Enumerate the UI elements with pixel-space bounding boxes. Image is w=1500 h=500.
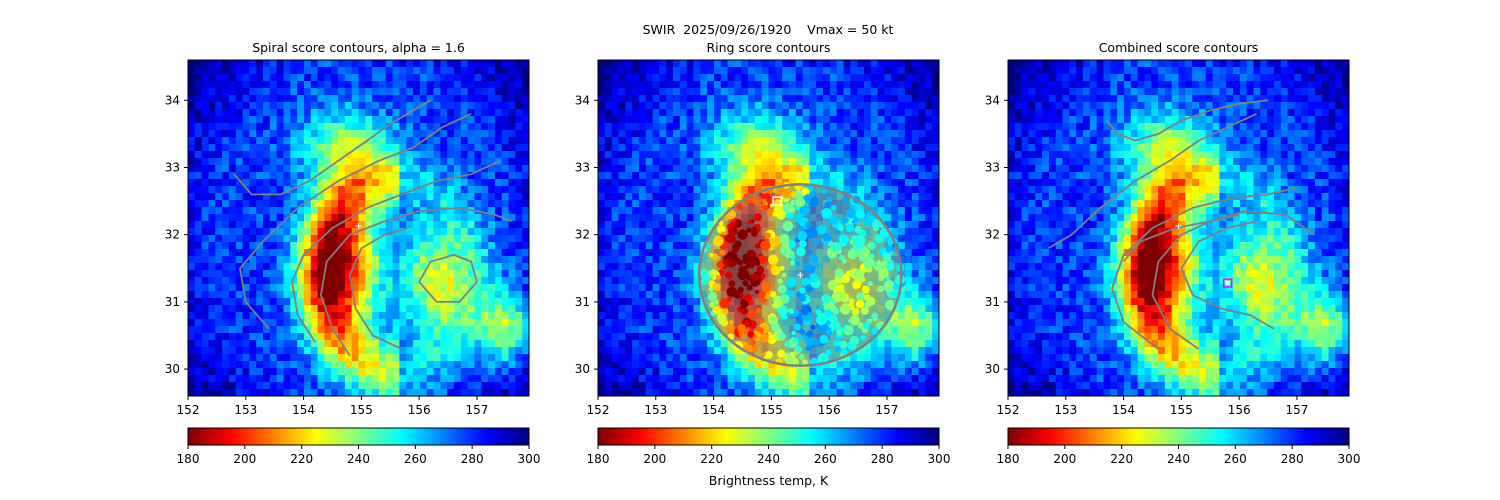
colorbar-2: 180 200 220 240 260 280 300 [587,427,951,466]
y-tick-label: 34 [985,93,1000,107]
storm-center-marker [1175,222,1182,229]
x-tick-label: 153 [644,403,667,417]
contour-line-3 [291,159,501,343]
colorbar-tick-label: 260 [404,452,427,466]
y-tick-label: 33 [165,161,180,175]
x-tick-label: 152 [177,403,200,417]
contour-line-6 [1122,213,1240,263]
y-tick-label: 34 [575,93,590,107]
contour-line-4 [1151,210,1315,350]
colorbar-tick-label: 280 [871,452,894,466]
y-tick-label: 31 [575,295,590,309]
x-tick-label: 155 [760,403,783,417]
y-tick-label: 32 [575,228,590,242]
colorbar-tick-label: 220 [1110,452,1133,466]
storm-center-marker [355,222,362,229]
y-tick-label: 32 [985,228,1000,242]
panel-2: 152 153 154 155 156 157 30 31 32 33 34 Ring score c… [575,40,951,466]
colorbar-tick-label: 260 [1224,452,1247,466]
x-tick-label: 155 [1170,403,1193,417]
x-tick-label: 157 [876,403,899,417]
axes-frame-1 [187,59,530,397]
colorbar-tick-label: 180 [177,452,200,466]
colorbar-tick-label: 240 [1167,452,1190,466]
x-tick-label: 154 [292,403,315,417]
axes-frame-3 [1007,59,1350,397]
colorbar-tick-label: 280 [1281,452,1304,466]
colorbar-tick-label: 240 [757,452,780,466]
contour-line-5 [1180,220,1275,330]
contour-line-3 [1111,186,1298,350]
contours-1 [233,99,513,357]
colorbar-tick-label: 260 [814,452,837,466]
x-tick-label: 155 [350,403,373,417]
panel-3: 152 153 154 155 156 157 30 31 32 33 34 Combined sco… [985,40,1361,466]
colorbar-tick-label: 200 [643,452,666,466]
x-tick-label: 157 [466,403,489,417]
colorbar-3: 180 200 220 240 260 280 300 [997,427,1361,466]
figure-title-block: SWIR 2025/09/26/1920 Vmax = 50 kt [0,22,1500,38]
panel-title-2: Ring score contours [706,40,830,55]
y-tick-label: 30 [575,362,590,376]
x-tick-label: 156 [818,403,841,417]
x-tick-label: 152 [997,403,1020,417]
y-tick-label: 31 [985,295,1000,309]
contour-line-1 [1048,112,1257,249]
x-tick-label: 153 [234,403,257,417]
colorbar-axis-label: Brightness temp, K [709,473,829,488]
x-tick-label: 156 [1228,403,1251,417]
contour-line-5 [348,227,408,350]
colorbar-gradient [1007,427,1350,446]
panel-1: 152 153 154 155 156 157 30 31 32 33 34 Spiral score… [165,40,541,466]
x-tick-label: 156 [408,403,431,417]
colorbar-tick-label: 240 [347,452,370,466]
x-tick-label: 154 [702,403,725,417]
colorbar-tick-label: 220 [290,452,313,466]
y-tick-label: 31 [165,295,180,309]
panel-title-1: Spiral score contours, alpha = 1.6 [252,40,465,55]
y-tick-label: 33 [985,161,1000,175]
ring-score-region [697,181,906,368]
panel-title-3: Combined score contours [1099,40,1259,55]
contour-line-4 [319,206,513,357]
colorbar-tick-label: 220 [700,452,723,466]
y-tick-label: 30 [165,362,180,376]
storm-center-marker [797,272,804,279]
contour-line-2 [1105,99,1269,142]
contour-line-6 [418,253,478,303]
contours-3 [1048,99,1315,350]
center-estimate-marker-1 [1222,278,1233,288]
x-tick-label: 153 [1054,403,1077,417]
y-tick-label: 33 [575,161,590,175]
colorbar-tick-label: 180 [587,452,610,466]
figure-suptitle: SWIR 2025/09/26/1920 Vmax = 50 kt [642,22,894,37]
x-tick-label: 157 [1286,403,1309,417]
y-tick-label: 30 [985,362,1000,376]
center-estimate-marker-1 [772,196,782,206]
colorbar-tick-label: 280 [461,452,484,466]
colorbar-gradient [187,427,530,446]
axes-frame-2 [597,59,940,397]
colorbar-tick-label: 200 [233,452,256,466]
contour-line-2 [239,112,472,330]
colorbar-tick-label: 200 [1053,452,1076,466]
y-tick-label: 34 [165,93,180,107]
y-tick-label: 32 [165,228,180,242]
colorbar-tick-label: 300 [1338,452,1361,466]
colorbar-tick-label: 180 [997,452,1020,466]
colorbar-tick-label: 300 [518,452,541,466]
contour-line-1 [233,99,432,196]
center-estimate-dot [1225,281,1230,286]
x-tick-label: 152 [587,403,610,417]
colorbar-1: 180 200 220 240 260 280 300 [177,427,541,466]
colorbar-gradient [597,427,940,446]
x-tick-label: 154 [1112,403,1135,417]
colorbar-tick-label: 300 [928,452,951,466]
